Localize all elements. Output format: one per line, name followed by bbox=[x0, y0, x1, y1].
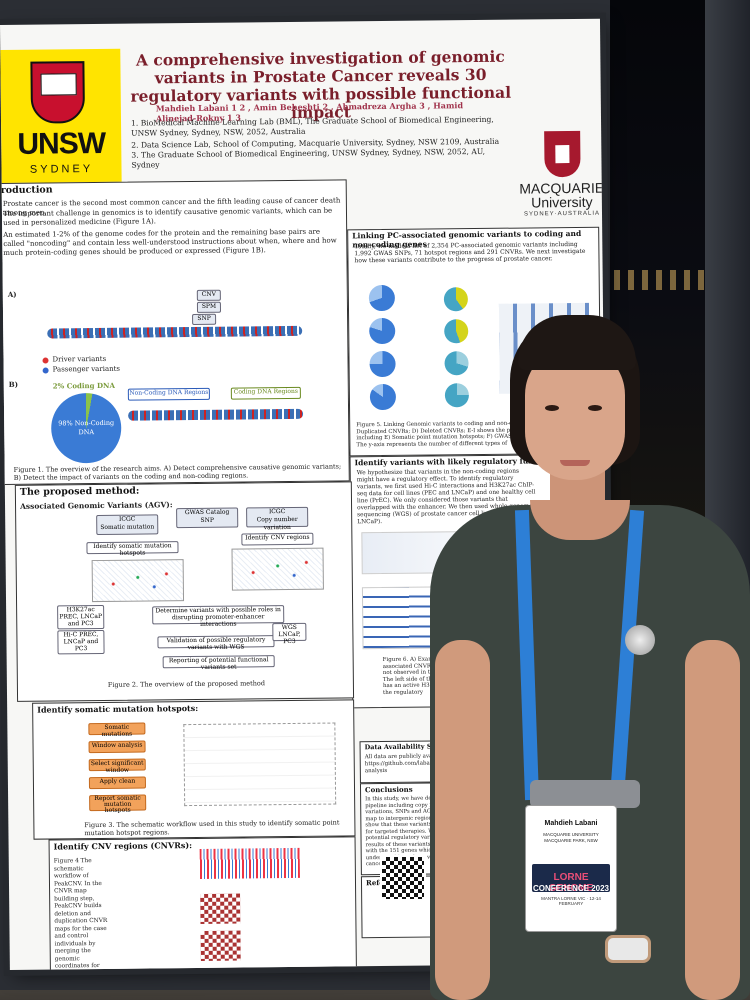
passenger-dot-icon bbox=[42, 367, 49, 374]
spm-tag: SPM bbox=[196, 301, 222, 313]
affiliation-3: 3. The Graduate School of Biomedical Eng… bbox=[131, 146, 486, 170]
affiliation-1: 1. BioMedical Machine Learning Lab (BML)… bbox=[130, 114, 494, 138]
conference-year: CONFERENCE 2023 bbox=[532, 884, 610, 893]
linking-pie-1 bbox=[368, 284, 396, 312]
badge-organization: MACQUARIE UNIVERSITY MACQUARIE PARK, NSW bbox=[526, 832, 616, 844]
panel-b-label: B) bbox=[8, 379, 19, 389]
icgc-label: ICGC bbox=[118, 515, 136, 523]
intro-text-3: An estimated 1-2% of the genome codes fo… bbox=[3, 227, 337, 257]
dna-strand-b bbox=[128, 408, 304, 421]
manhattan-plot-1 bbox=[91, 559, 185, 603]
brooch bbox=[625, 625, 655, 655]
qr-code-icon bbox=[380, 855, 426, 901]
cnv-heading: Identify CNV regions (CNVRs): bbox=[53, 840, 193, 852]
linking-text: Totally, we made a list of 2,354 PC-asso… bbox=[354, 240, 586, 265]
somatic-step-5: Report somatic mutation hotspots bbox=[89, 794, 147, 814]
manhattan-plot-2 bbox=[231, 547, 324, 591]
pie-noncoding-label: 98% Non-Coding DNA bbox=[58, 418, 115, 437]
somatic-step-3: Select significant window bbox=[88, 758, 146, 774]
lanyard-clip bbox=[530, 780, 640, 808]
right-eye bbox=[588, 405, 602, 411]
badge-org-line1: MACQUARIE UNIVERSITY bbox=[543, 832, 599, 837]
figure-1-caption: Figure 1. The overview of the research a… bbox=[13, 462, 342, 482]
unsw-crest-icon bbox=[30, 61, 86, 124]
panel-a-label: A) bbox=[7, 289, 17, 299]
introduction-heading: roduction bbox=[0, 184, 53, 197]
somatic-formula-panel bbox=[183, 722, 337, 807]
determine-box: Determine variants with possible roles i… bbox=[152, 605, 285, 628]
left-eye bbox=[545, 405, 559, 411]
wristwatch-icon bbox=[605, 935, 651, 963]
name-badge: Mahdieh Labani MACQUARIE UNIVERSITY MACQ… bbox=[525, 805, 617, 932]
macquarie-name2: University bbox=[531, 193, 593, 211]
method-heading: The proposed method: bbox=[19, 485, 140, 498]
cnv-text: Figure 4 The schematic workflow of PeakC… bbox=[53, 858, 108, 970]
cnv-matrix-2 bbox=[200, 930, 241, 961]
method-section: The proposed method: Associated Genomic … bbox=[14, 481, 355, 702]
left-arm bbox=[435, 640, 490, 1000]
hic-box: Hi-C PREC, LNCaP and PC3 bbox=[57, 629, 105, 655]
snp-tag: SNP bbox=[192, 313, 217, 326]
icgc2-sub: Copy number variation bbox=[256, 515, 298, 532]
legend-passenger: Passenger variants bbox=[52, 364, 121, 374]
coding-regions-label: Coding DNA Regions bbox=[230, 386, 301, 400]
gwas-sub: SNP bbox=[200, 516, 214, 524]
right-arm bbox=[685, 640, 740, 1000]
linking-pie-3 bbox=[369, 350, 396, 378]
unsw-logo: UNSW SYDNEY bbox=[0, 48, 122, 200]
cnv-section: Identify CNV regions (CNVRs): Figure 4 T… bbox=[48, 836, 357, 970]
hair-top bbox=[518, 315, 636, 370]
gwas-box: GWAS Catalog SNP bbox=[176, 507, 239, 529]
icgc-sub: Somatic mutation bbox=[100, 523, 155, 531]
conference-date: MANTRA LORNE VIC · 12-14 FEBRUARY bbox=[541, 896, 601, 906]
dna-strand-a bbox=[47, 325, 303, 339]
somatic-section: Identify somatic mutation hotspots: Soma… bbox=[32, 699, 356, 840]
figure-3-caption: Figure 3. The schematic workflow used in… bbox=[84, 818, 340, 838]
macquarie-logo-text: MACQUARIE University bbox=[517, 180, 607, 211]
intro-text-2: The important challenge in genomics is t… bbox=[2, 206, 333, 227]
conference-name: LORNE GENOME bbox=[548, 872, 594, 894]
icgc2-label: ICGC bbox=[268, 508, 286, 516]
conference-logo bbox=[532, 864, 610, 892]
macquarie-logo-sub: SYDNEY·AUSTRALIA bbox=[523, 210, 601, 218]
mouth bbox=[560, 460, 590, 466]
cnv-matrix-1 bbox=[200, 893, 241, 924]
figure-2-caption: Figure 2. The overview of the proposed m… bbox=[107, 679, 266, 689]
conclusions-heading: Conclusions bbox=[364, 784, 413, 795]
validation-box: Validation of possible regulatory varian… bbox=[157, 635, 275, 651]
icgc2-box: ICGC Copy number variation bbox=[246, 506, 309, 532]
somatic-heading: Identify somatic mutation hotspots: bbox=[37, 702, 199, 715]
unsw-logo-text: UNSW bbox=[17, 126, 106, 161]
reporting-box: Reporting of potential functional varian… bbox=[162, 655, 275, 671]
cnv-regions-box: Identify CNV regions bbox=[241, 532, 314, 546]
unsw-logo-sub: SYDNEY bbox=[29, 163, 94, 176]
gwas-label: GWAS Catalog bbox=[184, 508, 230, 517]
cnv-signal-plot bbox=[199, 847, 300, 879]
macquarie-crest-icon bbox=[544, 130, 581, 178]
agv-heading: Associated Genomic Variants (AGV): bbox=[19, 500, 173, 511]
introduction-section: roduction Prostate cancer is the second … bbox=[0, 179, 350, 485]
hotspots-box: Identify somatic mutation hotspots bbox=[86, 541, 179, 557]
badge-org-line2: MACQUARIE PARK, NSW bbox=[544, 838, 598, 843]
linking-pie-2 bbox=[369, 317, 396, 345]
driver-dot-icon bbox=[42, 357, 49, 364]
wgs-box: WGS LNCaP, PC3 bbox=[272, 622, 307, 645]
somatic-step-2: Window analysis bbox=[88, 740, 146, 754]
h3k27-box: H3K27ac PREC, LNCaP and PC3 bbox=[57, 604, 105, 630]
city-lights bbox=[600, 270, 720, 290]
pie-coding-label: 2% Coding DNA bbox=[52, 380, 115, 391]
linking-pie-5 bbox=[443, 287, 469, 312]
badge-name: Mahdieh Labani bbox=[544, 820, 598, 827]
icgc-box: ICGC Somatic mutation bbox=[96, 514, 159, 536]
presenter-person bbox=[430, 310, 750, 1000]
somatic-step-1: Somatic mutations bbox=[88, 722, 146, 738]
linking-pie-4 bbox=[369, 383, 397, 411]
cnv-tag: CNV bbox=[196, 289, 221, 301]
legend-driver: Driver variants bbox=[52, 354, 107, 364]
noncoding-regions-label: Non-Coding DNA Regions bbox=[127, 387, 210, 401]
somatic-step-4: Apply clean bbox=[88, 776, 147, 790]
